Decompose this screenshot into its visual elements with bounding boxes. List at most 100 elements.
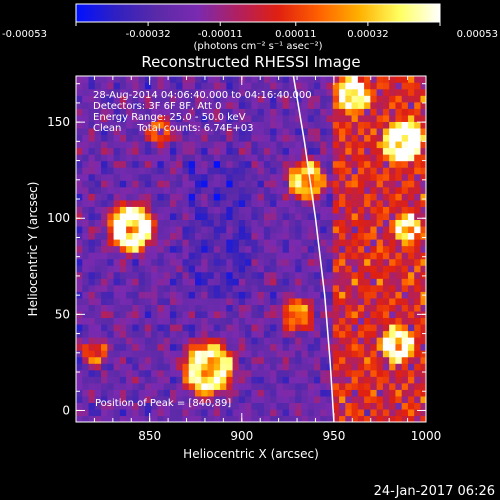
heatmap-cell (119, 317, 127, 325)
heatmap-cell (357, 258, 365, 266)
heatmap-cell (270, 343, 278, 351)
heatmap-cell (314, 82, 321, 90)
heatmap-cell (257, 134, 265, 142)
heatmap-cell (207, 147, 215, 155)
heatmap-cell (357, 363, 365, 371)
heatmap-cell (82, 278, 90, 286)
heatmap-cell (119, 114, 127, 122)
heatmap-cell (151, 356, 159, 364)
heatmap-cell (220, 121, 227, 129)
heatmap-cell (151, 395, 159, 403)
heatmap-cell (263, 363, 271, 371)
heatmap-cell (132, 101, 140, 109)
heatmap-cell (182, 252, 190, 260)
heatmap-cell (188, 101, 196, 109)
heatmap-cell (339, 304, 346, 312)
heatmap-cell (314, 271, 321, 279)
heatmap-cell (132, 343, 140, 351)
heatmap-cell (339, 271, 346, 279)
heatmap-cell (407, 134, 415, 142)
heatmap-cell (282, 408, 290, 417)
heatmap-cell (357, 356, 365, 364)
heatmap-cell (107, 95, 115, 103)
heatmap-cell (226, 219, 234, 227)
heatmap-cell (263, 219, 271, 227)
heatmap-cell (307, 101, 315, 109)
heatmap-cell (88, 76, 96, 83)
heatmap-cell (132, 134, 140, 142)
heatmap-cell (345, 134, 353, 142)
heatmap-cell (195, 330, 202, 338)
heatmap-cell (107, 278, 115, 286)
heatmap-cell (238, 363, 246, 371)
heatmap-cell (245, 108, 252, 116)
heatmap-cell (107, 323, 115, 332)
heatmap-cell (132, 245, 140, 253)
heatmap-cell (326, 160, 334, 168)
heatmap-cell (126, 343, 133, 351)
heatmap-cell (226, 356, 234, 364)
heatmap-cell (282, 140, 290, 149)
heatmap-cell (182, 219, 190, 227)
heatmap-cell (195, 180, 202, 188)
heatmap-cell (370, 271, 378, 279)
heatmap-cell (132, 114, 140, 122)
heatmap-cell (389, 245, 397, 253)
heatmap-cell (270, 219, 278, 227)
heatmap-cell (345, 323, 353, 332)
heatmap-cell (351, 121, 359, 129)
heatmap-cell (238, 304, 246, 312)
heatmap-cell (132, 382, 140, 390)
heatmap-cell (94, 356, 102, 364)
heatmap-cell (132, 193, 140, 201)
heatmap-cell (182, 258, 190, 266)
heatmap-cell (201, 167, 209, 175)
heatmap-cell (276, 225, 284, 234)
heatmap-cell (76, 193, 83, 201)
y-tick-label: 100 (47, 211, 70, 225)
heatmap-cell (232, 337, 240, 345)
heatmap-cell (126, 206, 133, 214)
heatmap-cell (407, 186, 415, 194)
heatmap-cell (339, 337, 346, 345)
heatmap-cell (295, 317, 303, 325)
heatmap-cell (94, 350, 102, 358)
heatmap-cell (113, 95, 121, 103)
heatmap-cell (407, 408, 415, 417)
heatmap-cell (213, 382, 221, 390)
heatmap-cell (169, 408, 177, 417)
heatmap-cell (157, 382, 165, 390)
heatmap-cell (82, 323, 90, 332)
heatmap-cell (270, 395, 278, 403)
heatmap-cell (201, 219, 209, 227)
heatmap-cell (220, 284, 227, 292)
heatmap-cell (207, 76, 215, 83)
heatmap-cell (251, 114, 259, 122)
heatmap-cell (257, 297, 265, 305)
heatmap-cell (420, 180, 426, 188)
heatmap-cell (169, 297, 177, 305)
heatmap-cell (226, 154, 234, 162)
heatmap-cell (414, 402, 422, 410)
heatmap-cell (94, 160, 102, 168)
heatmap-cell (351, 160, 359, 168)
heatmap-cell (126, 356, 133, 364)
heatmap-cell (94, 258, 102, 266)
heatmap-cell (332, 382, 340, 390)
heatmap-cell (132, 199, 140, 207)
heatmap-cell (301, 337, 309, 345)
heatmap-cell (201, 127, 209, 136)
heatmap-cell (126, 127, 133, 136)
heatmap-cell (314, 265, 321, 273)
heatmap-cell (169, 206, 177, 214)
heatmap-cell (182, 193, 190, 201)
heatmap-cell (232, 140, 240, 149)
heatmap-cell (276, 186, 284, 194)
heatmap-cell (276, 389, 284, 397)
heatmap-cell (245, 134, 252, 142)
heatmap-cell (138, 232, 146, 240)
heatmap-cell (345, 382, 353, 390)
heatmap-cell (76, 239, 83, 247)
heatmap-cell (207, 206, 215, 214)
